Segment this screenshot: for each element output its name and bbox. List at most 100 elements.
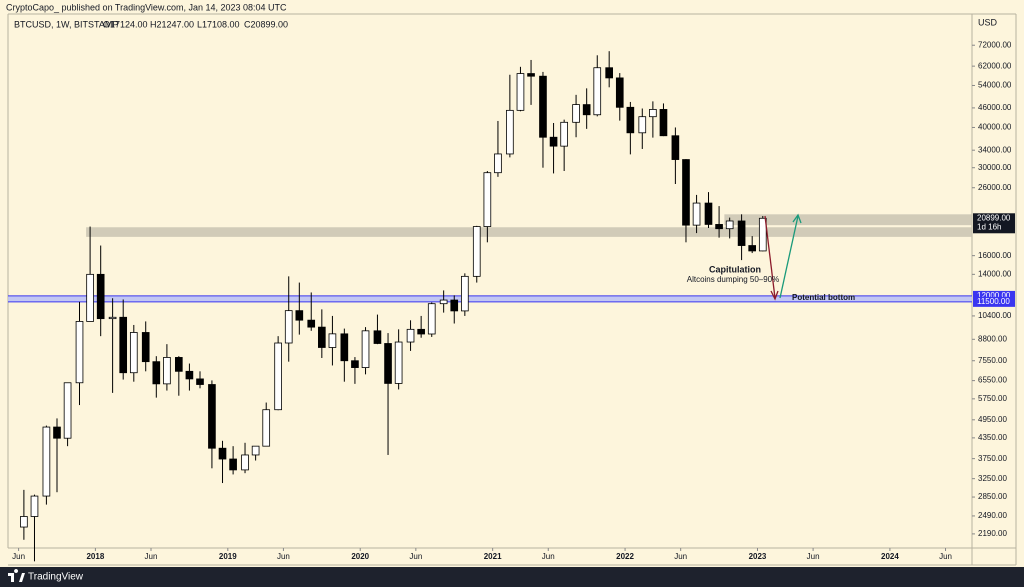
candle-body (340, 333, 349, 362)
candle-body (439, 299, 448, 305)
candle-body (593, 67, 602, 116)
x-tick-label: Jun (145, 552, 158, 561)
candle-body (152, 361, 161, 385)
candle-body (196, 378, 204, 385)
candle-body (715, 224, 723, 230)
footer-brand: TradingView (28, 572, 84, 583)
candle-body (394, 341, 403, 384)
y-tick-label: 30000.00 (978, 163, 1012, 172)
candle-body (406, 328, 415, 343)
candle-body (361, 330, 370, 368)
candle-body (75, 321, 84, 384)
candle-body (274, 342, 282, 411)
candle-body (119, 316, 128, 374)
candle-body (328, 333, 337, 348)
level-label: 12000.00 (977, 291, 1011, 300)
candle-body (373, 330, 382, 344)
candle-body (42, 426, 51, 497)
annotation: Potential bottom (792, 293, 855, 302)
candle-body (30, 495, 39, 517)
candle-body (472, 226, 481, 277)
green-arrow-head (792, 213, 802, 224)
candle-body (539, 75, 547, 138)
y-tick-label: 3250.00 (978, 474, 1007, 483)
candle-body (725, 220, 734, 230)
x-tick-label: 2021 (484, 552, 502, 561)
candle-body (129, 332, 138, 374)
candle-body (351, 360, 359, 368)
symbol: BTCUSD, 1W, BITSTAMP (14, 19, 118, 29)
y-tick-label: 2190.00 (978, 529, 1007, 538)
ohlc-value: L17108.00 (197, 19, 240, 29)
currency: USD (978, 17, 998, 27)
candle-body (86, 273, 94, 322)
y-tick-label: 5750.00 (978, 394, 1007, 403)
x-tick-label: 2020 (351, 552, 369, 561)
candle-body (307, 319, 316, 328)
price-label: 20899.00 (977, 213, 1011, 222)
green-arrow (779, 215, 799, 299)
candle-body (506, 109, 514, 155)
x-tick-label: Jun (409, 552, 422, 561)
candle-body (560, 121, 568, 147)
y-tick-label: 3750.00 (978, 454, 1007, 463)
y-tick-label: 7550.00 (978, 356, 1007, 365)
y-tick-label: 72000.00 (978, 40, 1012, 49)
x-tick-label: Jun (939, 552, 952, 561)
candle-body (692, 202, 701, 226)
y-tick-label: 10400.00 (978, 311, 1012, 320)
candle-body (671, 135, 680, 160)
x-tick-label: Jun (277, 552, 290, 561)
x-tick-label: 2019 (219, 552, 237, 561)
candle-body (96, 273, 105, 320)
candle-body (582, 104, 591, 116)
level-badge (973, 296, 1015, 307)
candle-body (229, 458, 237, 471)
candle-body (20, 516, 28, 528)
candle-body (494, 153, 502, 174)
candle-body (295, 310, 304, 321)
candle-body (318, 326, 326, 348)
candle-body (638, 116, 647, 134)
logo (8, 569, 25, 582)
x-tick-label: Jun (807, 552, 820, 561)
candle-body (63, 382, 72, 439)
candle-body (549, 136, 558, 147)
y-tick-label: 46000.00 (978, 103, 1012, 112)
ohlc-value: H21247.00 (150, 19, 194, 29)
candles (20, 51, 767, 562)
level-label: 11500.00 (977, 297, 1010, 306)
candle-body (527, 73, 535, 77)
y-tick-label: 4350.00 (978, 433, 1007, 442)
candle-body (208, 384, 216, 449)
candle-body (626, 106, 635, 134)
y-tick-label: 2490.00 (978, 511, 1007, 520)
ohlc-value: O17124.00 (103, 19, 148, 29)
annotation: Altcoins dumping 50–90% (687, 275, 780, 284)
x-tick-label: Jun (12, 552, 25, 561)
price-badge (973, 213, 1015, 234)
candle-body (185, 370, 194, 380)
candle-body (659, 109, 668, 137)
candle-body (682, 159, 690, 226)
zone (724, 214, 972, 226)
annotation: Capitulation (709, 264, 761, 274)
candle-body (737, 220, 746, 246)
x-tick-label: Jun (674, 552, 687, 561)
candle-body (241, 454, 249, 471)
y-tick-label: 26000.00 (978, 183, 1012, 192)
y-tick-label: 62000.00 (978, 61, 1012, 70)
ohlc-value: C20899.00 (244, 19, 288, 29)
y-tick-label: 54000.00 (978, 81, 1012, 90)
candle-body (174, 357, 183, 372)
x-tick-label: 2024 (881, 552, 899, 561)
candle-body (516, 73, 525, 111)
candle-body (450, 299, 459, 312)
y-tick-label: 16000.00 (978, 251, 1012, 260)
axes: 72000.00 62000.00 54000.00 46000.00 40000.00… (12, 40, 1015, 561)
countdown: 1d 16h (977, 222, 1001, 231)
candle-body (649, 109, 657, 118)
footer-bar (0, 567, 1024, 587)
